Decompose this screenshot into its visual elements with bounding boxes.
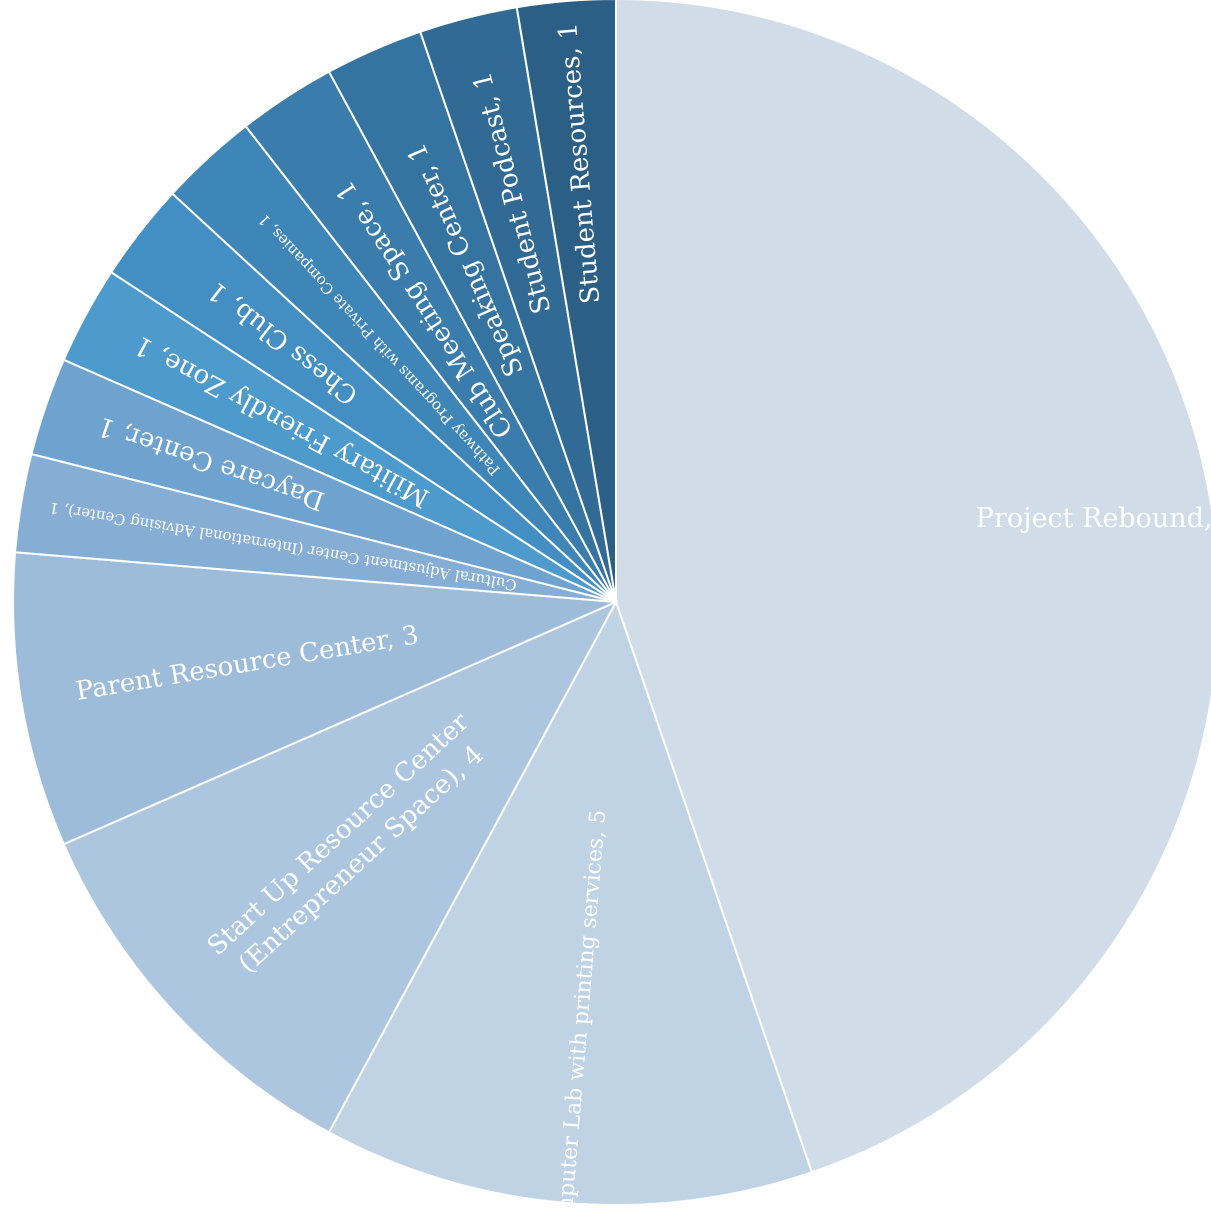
slice-label: Project Rebound, 17 bbox=[976, 503, 1211, 534]
pie-slice-3 bbox=[62, 599, 619, 1134]
pie-slice-4 bbox=[12, 551, 617, 846]
pie-slice-2 bbox=[327, 599, 814, 1207]
pie-slice-13 bbox=[515, 0, 617, 603]
pie-slices bbox=[12, 0, 1211, 1207]
